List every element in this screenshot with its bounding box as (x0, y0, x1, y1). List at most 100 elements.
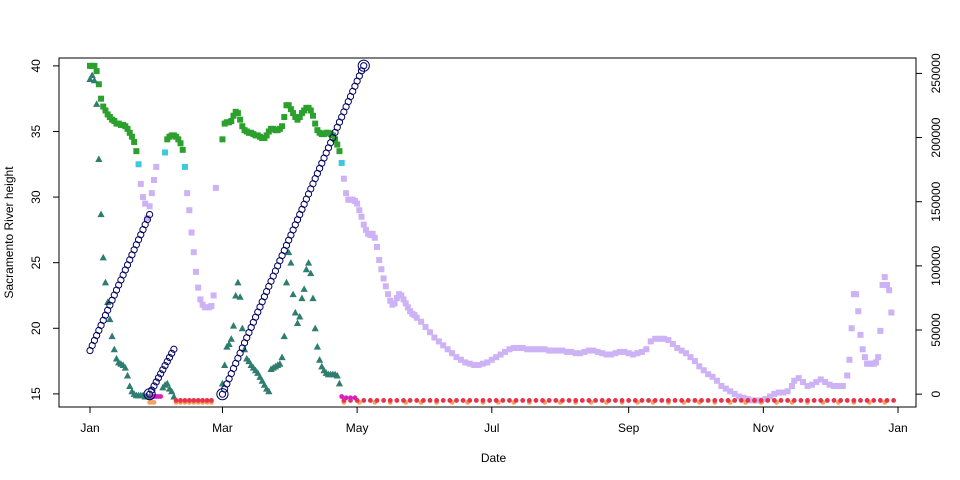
data-point (181, 163, 188, 170)
data-point (280, 332, 288, 340)
data-point (335, 379, 344, 387)
data-point (360, 221, 367, 228)
data-point (296, 114, 303, 121)
series-cyan-squares (135, 149, 345, 170)
data-point (780, 389, 787, 396)
data-point (142, 200, 149, 207)
data-point (234, 110, 241, 117)
data-point (871, 398, 877, 403)
data-point (524, 346, 531, 353)
data-point (625, 350, 632, 357)
data-point (594, 348, 601, 355)
data-point (736, 393, 743, 400)
data-point (144, 215, 151, 222)
data-point (146, 203, 153, 210)
data-point (420, 398, 426, 403)
data-point (191, 398, 197, 403)
data-point (666, 398, 671, 403)
data-point (606, 398, 612, 403)
data-point (367, 398, 373, 403)
data-point (93, 68, 100, 75)
data-point (700, 367, 707, 374)
data-point (457, 356, 464, 363)
y2-tick-label: 50000 (929, 313, 943, 347)
data-point (510, 344, 517, 351)
data-point (791, 377, 798, 384)
data-point (652, 335, 659, 342)
data-point (177, 140, 184, 147)
data-point (150, 382, 158, 390)
data-point (135, 161, 142, 168)
data-point (170, 345, 178, 353)
data-point (124, 125, 131, 132)
data-point (830, 383, 837, 390)
data-point (195, 398, 201, 403)
data-point (230, 112, 237, 119)
data-point (881, 274, 888, 281)
data-point (835, 383, 842, 390)
data-point (573, 398, 579, 403)
data-point (831, 398, 837, 403)
data-point (718, 383, 725, 390)
data-point (210, 292, 217, 299)
data-point (709, 373, 716, 380)
data-point (705, 371, 712, 378)
data-point (762, 396, 769, 403)
data-point (619, 398, 625, 403)
data-point (519, 344, 526, 351)
highlight-point (143, 388, 156, 401)
data-point (151, 177, 158, 184)
data-point (407, 398, 413, 403)
x-axis: Jan Mar May Jul Sep Nov Jan (80, 406, 908, 435)
data-point (126, 382, 134, 390)
data-point (313, 343, 321, 350)
data-point (861, 354, 868, 361)
data-point (593, 398, 598, 403)
data-point (413, 314, 420, 321)
data-point (398, 292, 405, 299)
y-axis-left: 15 20 25 30 35 40 (29, 59, 60, 401)
data-point (434, 398, 440, 403)
data-point (599, 350, 606, 357)
data-point (427, 398, 433, 403)
data-point (775, 389, 782, 396)
data-point (725, 398, 731, 403)
data-point (785, 398, 791, 403)
data-point (805, 398, 810, 403)
data-point (738, 398, 744, 403)
data-point (891, 398, 896, 403)
data-point (848, 325, 855, 332)
data-point (131, 138, 138, 145)
data-point (336, 148, 343, 155)
data-point (577, 350, 584, 357)
data-point (276, 360, 284, 367)
y2-tick-label: 0 (929, 391, 943, 398)
data-point (278, 353, 286, 361)
data-point (440, 342, 447, 349)
data-point (394, 398, 400, 403)
data-point (97, 210, 105, 218)
data-point (209, 398, 214, 403)
series-teal-triangles (86, 71, 344, 400)
data-point (493, 354, 500, 361)
data-point (228, 117, 235, 124)
data-point (190, 249, 197, 256)
data-point (165, 353, 174, 362)
data-point (643, 346, 650, 353)
data-point (163, 379, 171, 387)
x-tick-label: May (346, 421, 369, 435)
y-tick-label: 15 (29, 387, 43, 401)
data-point (453, 354, 460, 361)
data-point (886, 287, 893, 294)
data-point (656, 335, 663, 342)
data-point (179, 146, 186, 153)
data-point (778, 398, 784, 403)
data-point (722, 385, 729, 392)
data-point (373, 243, 380, 250)
data-point (447, 398, 453, 403)
data-point (713, 377, 720, 384)
data-point (599, 398, 605, 403)
data-point (540, 398, 545, 403)
x-tick-label: Jan (888, 421, 907, 435)
data-point (875, 354, 882, 361)
